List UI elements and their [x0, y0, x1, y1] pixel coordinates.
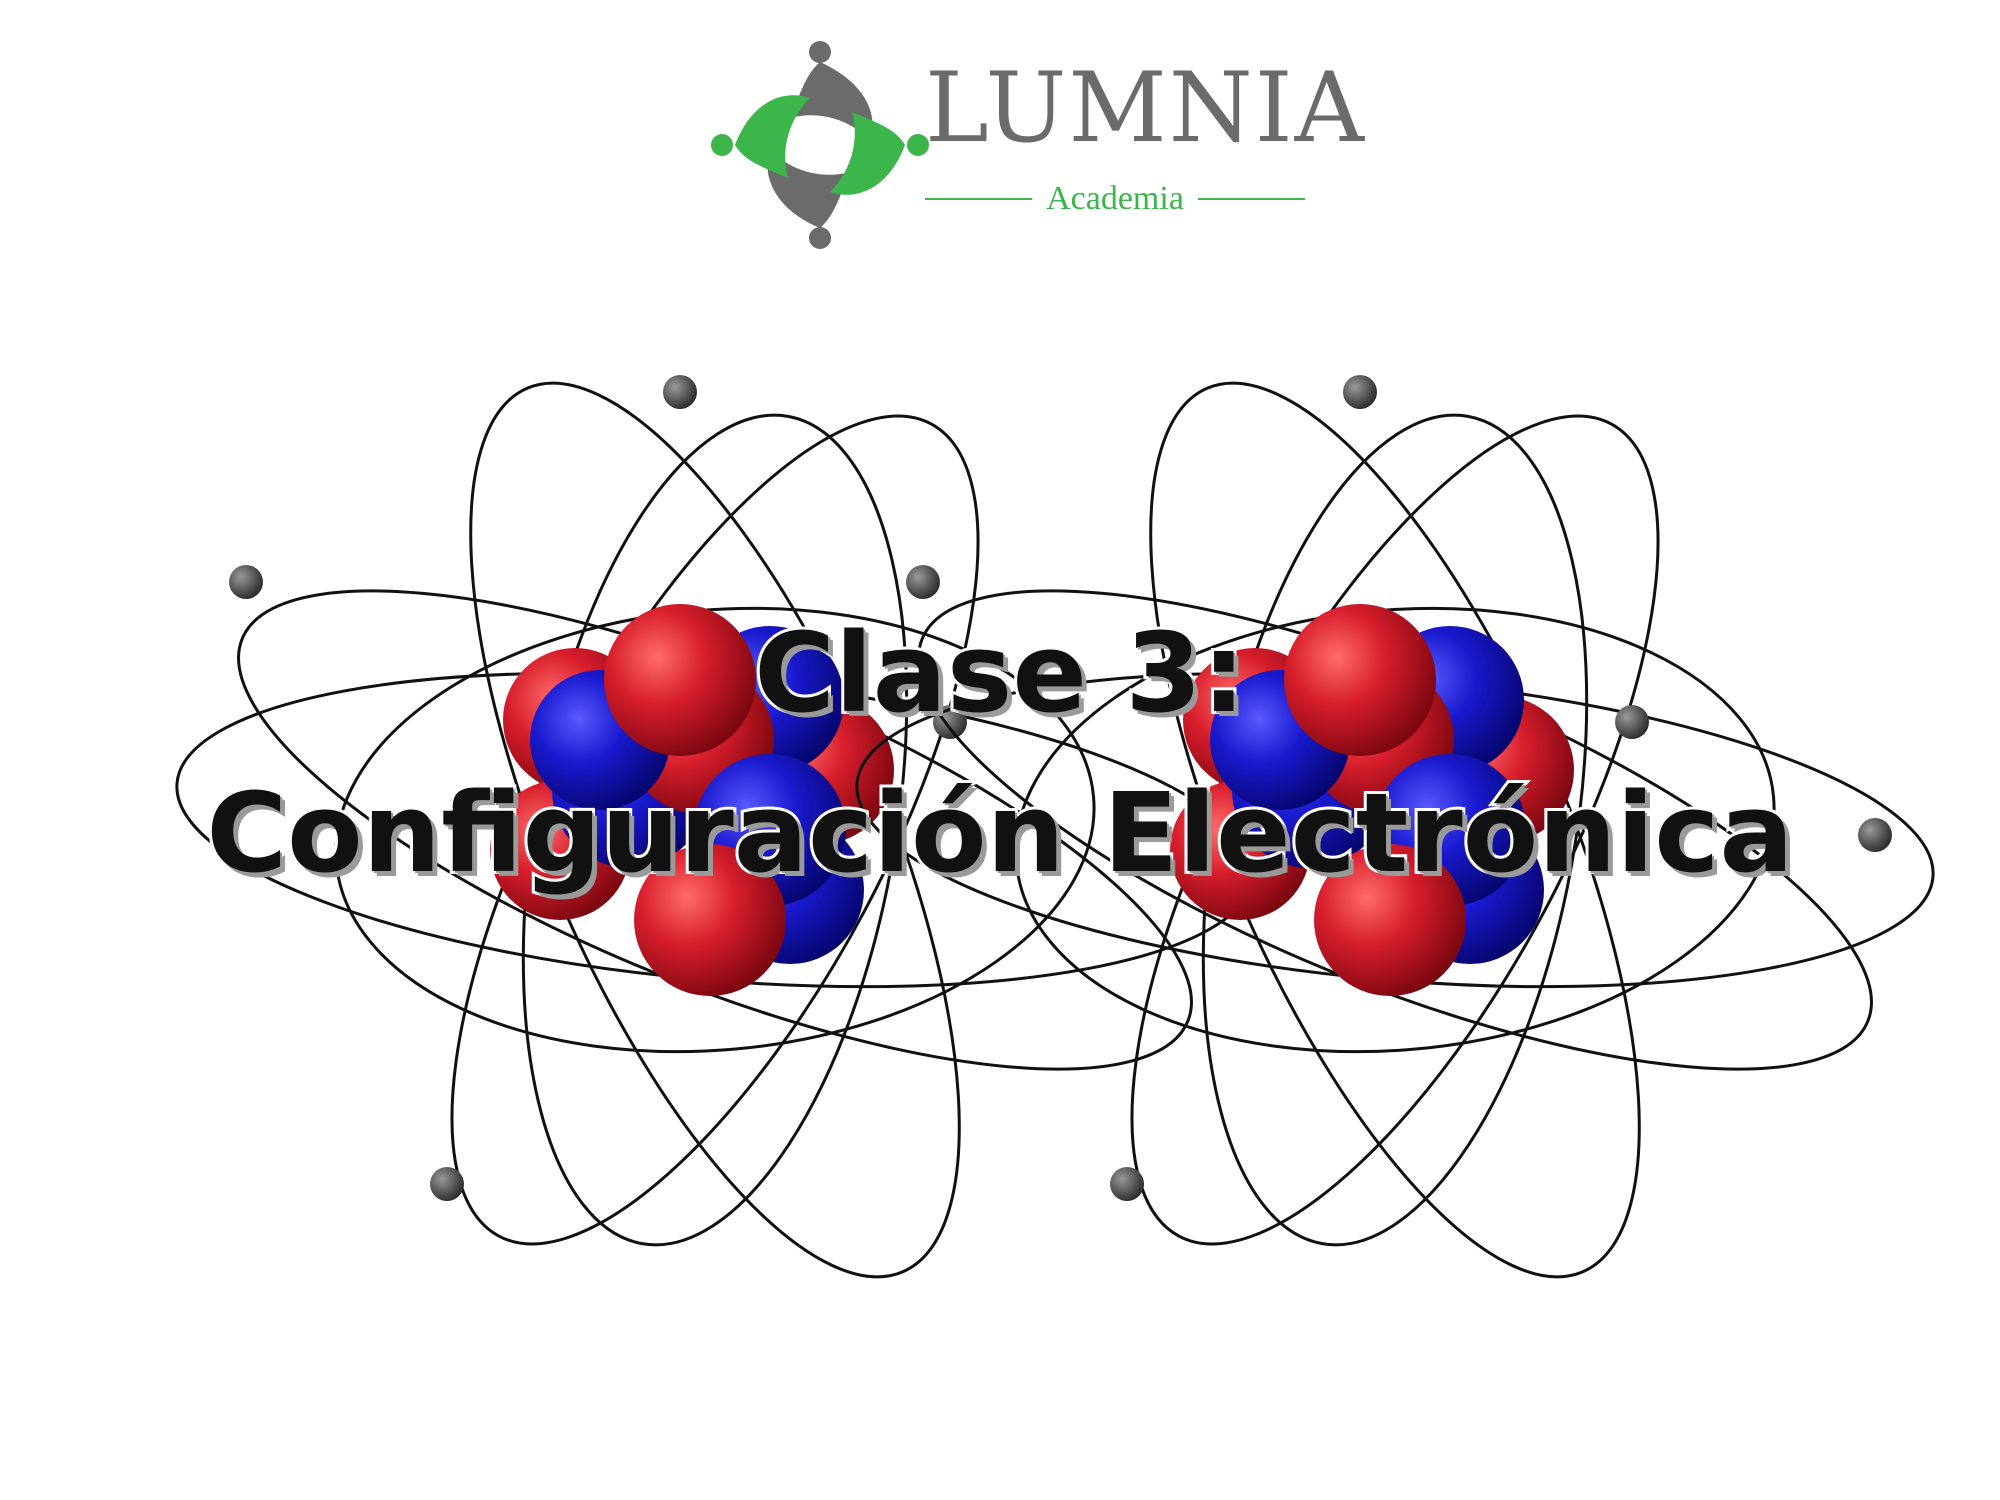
lumnia-people-circle-icon [711, 41, 929, 249]
electron [1110, 1167, 1144, 1201]
electron [1343, 375, 1377, 409]
logo-wordmark: LUMNIA [925, 60, 1366, 156]
slide-title-line1: Clase 3: [0, 618, 2000, 728]
divider [1198, 198, 1305, 200]
divider [925, 198, 1032, 200]
electron [906, 565, 940, 599]
logo-subtitle-row: Academia [925, 180, 1305, 218]
slide-title-line2: Configuración Electrónica [0, 778, 2000, 888]
electron [663, 375, 697, 409]
logo-subtitle: Academia [1046, 180, 1184, 218]
electron [430, 1167, 464, 1201]
electron [229, 565, 263, 599]
